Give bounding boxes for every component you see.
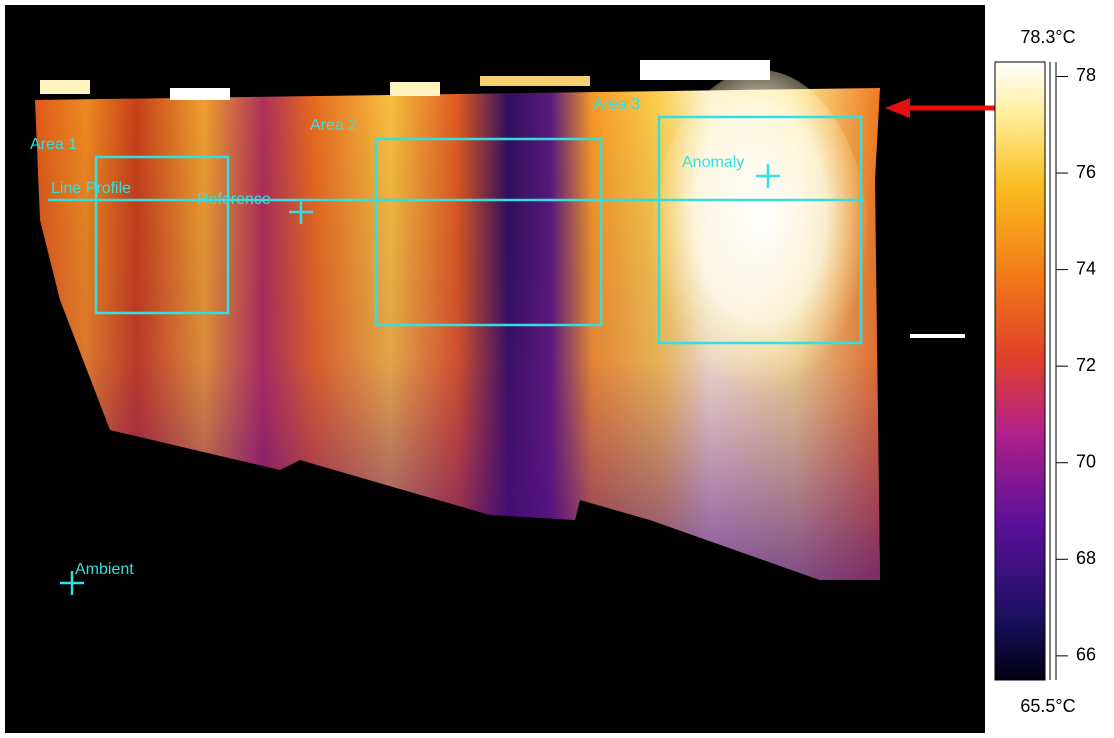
- colorbar-gradient: [995, 62, 1045, 680]
- colorbar-tick-label: 70: [1076, 451, 1096, 471]
- overlay-label: Line Profile: [51, 180, 131, 197]
- colorbar-tick-label: 66: [1076, 645, 1096, 665]
- colorbar: 78.3°C 65.5°C 66 68 70 72 74 76 78: [995, 27, 1096, 716]
- colorbar-min-label: 65.5°C: [1020, 696, 1075, 716]
- overlay-label: Ambient: [75, 561, 134, 578]
- overlay-label: Reference: [197, 191, 271, 208]
- thermal-screen: Area 1 Area 2 Area 3 Line Profile Refere…: [0, 0, 1114, 738]
- colorbar-max-label: 78.3°C: [1020, 27, 1075, 47]
- colorbar-tick-label: 76: [1076, 162, 1096, 182]
- colorbar-tick-label: 74: [1076, 258, 1096, 278]
- overlay-label: Anomaly: [682, 154, 744, 171]
- colorbar-tick-label: 68: [1076, 548, 1096, 568]
- colorbar-tick-label: 78: [1076, 65, 1096, 85]
- overlay-label: Area 3: [593, 96, 640, 113]
- overlay-label: Area 1: [30, 136, 77, 153]
- colorbar-tick-label: 72: [1076, 355, 1096, 375]
- overlay-label: Area 2: [310, 117, 357, 134]
